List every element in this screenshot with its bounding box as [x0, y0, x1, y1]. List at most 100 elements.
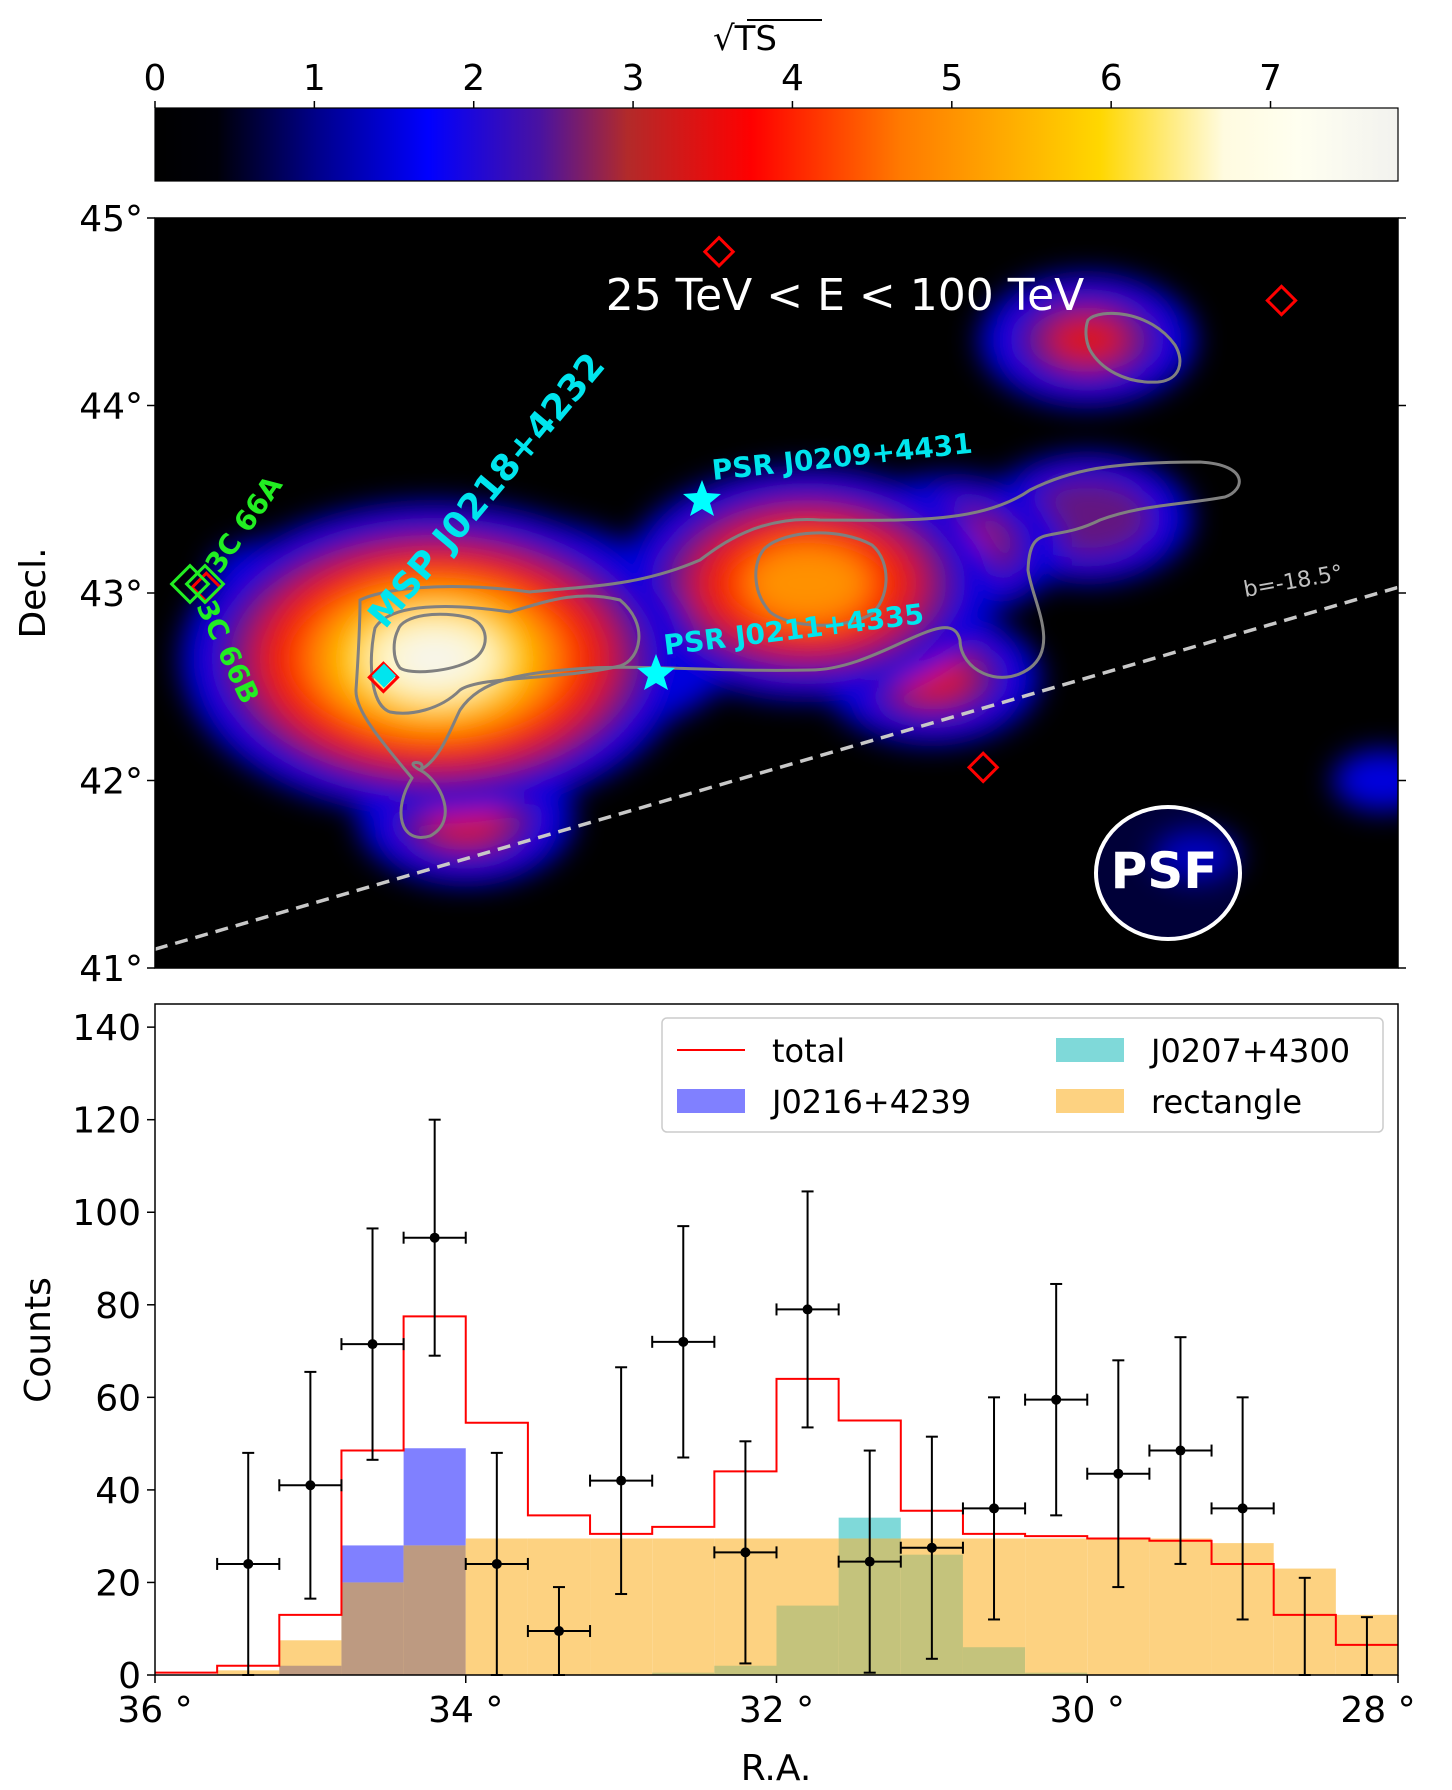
ra-tick-label-2: 32 ° [739, 1690, 814, 1731]
colorbar-label: √TS [713, 19, 777, 59]
ra-tick-label-3: 30 ° [1050, 1690, 1125, 1731]
legend: total J0207+4300 J0216+4239 rectangle [661, 1017, 1384, 1133]
data-point-14 [1086, 1359, 1151, 1589]
counts-tick-label-2: 40 [95, 1471, 141, 1512]
heatmap-panel: b=-18.5° 25 TeV < E < 100 TeV MSP J0218+… [13, 199, 1406, 990]
psf-label: PSF [1111, 842, 1218, 900]
counts-tick-label-1: 20 [95, 1563, 141, 1604]
bar-j0216-overlap-2 [279, 1665, 342, 1675]
ra-tick-label-1: 34 ° [428, 1690, 503, 1731]
colorbar-tick-label-1: 1 [303, 58, 326, 99]
data-point-4 [464, 1451, 529, 1676]
data-point-1 [278, 1370, 343, 1600]
ra-tick-label-0: 36 ° [117, 1690, 192, 1731]
ra-tick-label-4: 28 ° [1340, 1690, 1415, 1731]
heat-blob-2-level-0 [1153, 829, 1239, 882]
bar-j0216-3 [341, 1545, 404, 1583]
legend-rectangle-label: rectangle [1151, 1083, 1302, 1121]
colorbar-tick-label-2: 2 [462, 58, 485, 99]
data-point-3 [402, 1118, 467, 1357]
ra-axis-ticks: 36 ° 34 ° 32 ° 30 ° 28 ° [117, 1675, 1416, 1731]
legend-j0216-swatch [677, 1089, 745, 1113]
legend-j0207-label: J0207+4300 [1149, 1032, 1350, 1070]
counts-axis-ticks: 0 20 40 60 80 100 120 140 [72, 1008, 155, 1697]
colorbar-tick-label-0: 0 [144, 58, 167, 99]
dec-tick-label-4: 45° [79, 199, 143, 240]
contour-ne [1084, 311, 1182, 384]
significance-contours [354, 311, 1241, 839]
ra-axis-label: R.A. [741, 1748, 812, 1789]
contour-peak-1 [392, 612, 487, 674]
msp-marker [371, 663, 397, 688]
colorbar: √TS 0 1 2 3 4 5 6 7 [144, 19, 1399, 182]
data-errorbars [216, 1118, 1373, 1676]
colorbar-gradient [154, 107, 1399, 182]
colorbar-tick-label-4: 4 [781, 58, 804, 99]
dec-axis-label: Decl. [13, 547, 54, 638]
energy-range-title: 25 TeV < E < 100 TeV [606, 270, 1085, 321]
source-markers [169, 235, 1298, 784]
bar-j0207-overlap-13 [962, 1647, 1026, 1675]
data-point-15 [1148, 1336, 1213, 1565]
data-point-12 [961, 1396, 1027, 1621]
colorbar-tick-label-5: 5 [940, 58, 963, 99]
data-point-2 [340, 1227, 405, 1461]
dec-axis-ticks: 41° 42° 43° 44° 45° [79, 199, 1406, 990]
galactic-latitude-line [155, 585, 1398, 951]
heat-blob-3-level-0 [1332, 749, 1398, 812]
psr-j0209-star-icon [683, 480, 721, 516]
contour-core-1 [369, 594, 641, 715]
dec-tick-label-0: 41° [79, 949, 143, 990]
bar-j0216-overlap-3 [341, 1582, 404, 1675]
legend-j0207-swatch [1056, 1038, 1124, 1062]
data-point-16 [1210, 1396, 1275, 1621]
dec-tick-label-1: 42° [79, 762, 143, 803]
data-point-0 [216, 1451, 281, 1676]
data-point-10 [837, 1449, 902, 1674]
data-point-5 [526, 1586, 592, 1676]
data-point-11 [899, 1435, 964, 1660]
counts-tick-label-7: 140 [72, 1008, 141, 1049]
psf-ellipse [1094, 805, 1242, 941]
colorbar-tick-label-6: 6 [1100, 58, 1123, 99]
bar-rectangle-14 [1025, 1538, 1088, 1675]
heat-blob-12-level-4 [746, 546, 869, 622]
bar-j0207-overlap-8 [652, 1672, 715, 1675]
data-point-13 [1024, 1282, 1089, 1517]
dec-tick-label-3: 44° [79, 387, 143, 428]
colorbar-tick-label-7: 7 [1259, 58, 1282, 99]
contour-peak-2 [754, 531, 888, 627]
data-point-7 [651, 1225, 716, 1459]
legend-total-label: total [772, 1032, 845, 1070]
dec-tick-label-2: 43° [79, 574, 143, 615]
red-diamond-1 [1265, 284, 1298, 317]
bar-j0207-overlap-14 [1025, 1672, 1088, 1675]
counts-tick-label-4: 80 [95, 1286, 141, 1327]
3c66a-marker [169, 563, 211, 605]
counts-tick-label-5: 100 [72, 1193, 141, 1234]
data-point-9 [775, 1190, 840, 1429]
bar-j0207-overlap-10 [776, 1605, 839, 1675]
legend-rectangle-swatch [1056, 1089, 1124, 1113]
red-diamond-0 [702, 235, 736, 269]
data-point-6 [589, 1366, 654, 1596]
counts-axis-label: Counts [18, 1277, 59, 1403]
heat-blob-13-level-7 [395, 634, 474, 683]
colorbar-tick-label-3: 3 [622, 58, 645, 99]
legend-j0216-label: J0216+4239 [770, 1083, 971, 1121]
bar-j0216-overlap-4 [403, 1545, 466, 1675]
bar-j0207-overlap-9 [714, 1665, 777, 1675]
legend-frame [661, 1017, 1384, 1133]
counts-tick-label-3: 60 [95, 1378, 141, 1419]
data-point-8 [713, 1440, 778, 1665]
psr-j0211-star-icon [637, 654, 675, 690]
counts-tick-label-6: 120 [72, 1101, 141, 1142]
bar-rectangle-8 [652, 1538, 715, 1675]
counts-tick-label-0: 0 [118, 1656, 141, 1697]
bar-j0216-4 [403, 1448, 466, 1546]
3c66b-marker [184, 563, 226, 605]
contour-outer [354, 460, 1241, 839]
colorbar-ticks: 0 1 2 3 4 5 6 7 [144, 58, 1282, 108]
